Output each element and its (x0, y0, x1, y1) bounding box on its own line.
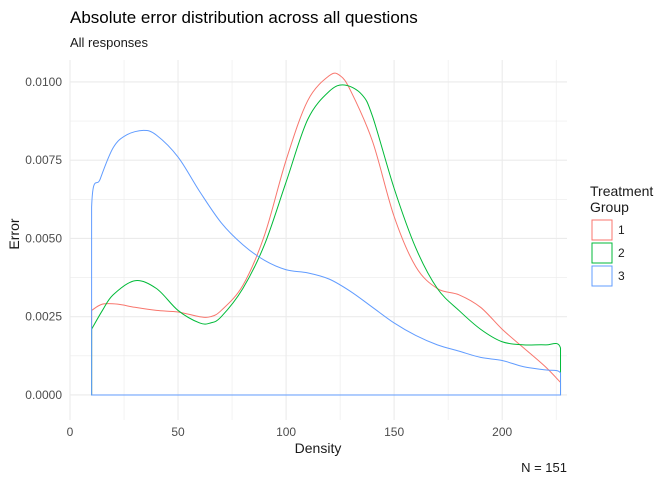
y-tick-label: 0.0075 (25, 153, 62, 167)
legend: Treatment Group 1 2 3 (590, 183, 653, 287)
legend-label-3: 3 (618, 269, 625, 283)
series-layer (91, 72, 562, 396)
grid-lines (69, 60, 567, 420)
legend-key-2 (591, 242, 613, 264)
density-line-group-3 (91, 129, 562, 396)
y-tick-label: 0.0000 (25, 388, 62, 402)
y-axis-ticks: 0.0000 0.0025 0.0050 0.0075 0.0100 (25, 75, 62, 402)
legend-keys: 1 2 3 (591, 219, 625, 287)
x-tick-label: 150 (384, 425, 404, 439)
chart-caption: N = 151 (521, 460, 567, 475)
legend-key-3 (591, 265, 613, 287)
x-axis-ticks: 0 50 100 150 200 (67, 425, 513, 439)
legend-title-line-2: Group (590, 199, 629, 215)
legend-label-2: 2 (618, 246, 625, 260)
legend-key-1 (591, 219, 613, 241)
x-tick-label: 0 (67, 425, 74, 439)
x-axis-title: Density (295, 440, 342, 456)
y-tick-label: 0.0050 (25, 231, 62, 245)
chart-title: Absolute error distribution across all q… (70, 8, 418, 27)
chart-subtitle: All responses (70, 35, 149, 50)
density-line-group-1 (91, 72, 562, 396)
legend-label-1: 1 (618, 223, 625, 237)
y-tick-label: 0.0100 (25, 75, 62, 89)
x-tick-label: 100 (276, 425, 296, 439)
x-tick-label: 50 (171, 425, 185, 439)
legend-title-line-1: Treatment (590, 183, 653, 199)
y-axis-title: Error (6, 218, 22, 249)
density-line-group-2 (91, 84, 562, 396)
y-tick-label: 0.0025 (25, 310, 62, 324)
x-tick-label: 200 (492, 425, 512, 439)
